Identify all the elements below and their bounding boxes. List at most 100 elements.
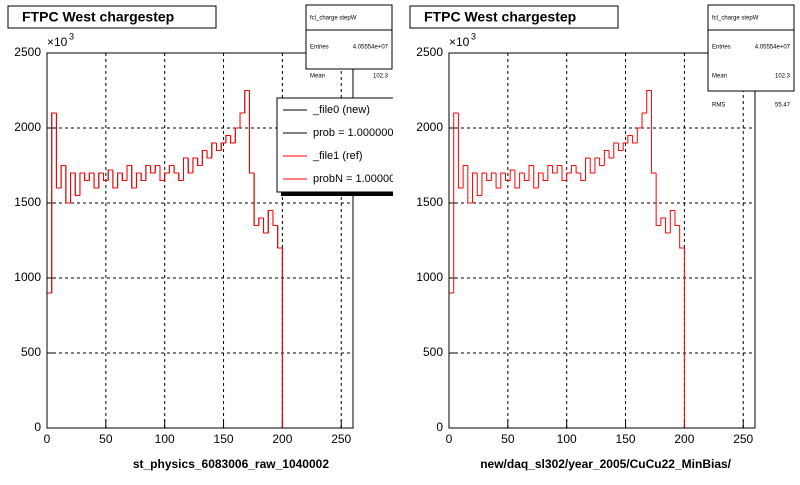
histogram-bin [632,135,638,144]
histogram-bin [131,165,137,189]
histogram-bin [164,172,170,181]
histogram-bin [197,158,203,166]
histogram-bin [594,157,600,173]
chart-title: FTPC West chargestep [424,9,576,25]
histogram-bin [556,165,562,173]
y-tick-label: 1500 [14,195,41,209]
x-tick-label: 100 [155,432,175,446]
pad: 0 500 1000 1500 2000 2500 0 50 100 150 200 250 ×10 3 s… [7,4,393,471]
histogram-bin [481,172,487,196]
histogram-bin [500,172,506,188]
histogram-bin [509,169,515,181]
histogram-bin [79,172,85,196]
y-tick-label: 1000 [14,270,41,284]
y-multiplier: ×10 [449,35,470,49]
histogram-bin [168,165,175,173]
histogram-bin [580,173,586,181]
stats-label: RMS [712,103,725,109]
plot-frame [448,52,756,429]
histogram-bin [51,112,57,293]
histogram-bin [570,165,577,173]
histogram-bin [183,157,189,181]
legend [276,97,393,193]
histogram-bin [173,165,179,174]
histogram-bin [589,158,595,174]
chart-title: FTPC West chargestep [22,9,174,25]
y-tick-label: 500 [21,345,41,359]
histogram-bin [74,173,80,196]
histogram-bin [145,165,151,181]
histogram-bin [117,172,123,188]
histogram-bin [603,150,610,166]
histogram-bin [486,173,492,181]
histogram-bin [627,135,633,143]
histogram-bin [263,218,269,234]
stats-title: fcl_charge stepW [310,16,357,22]
x-tick-label: 200 [674,432,694,446]
histogram-bin [636,127,643,143]
histogram-bin [93,173,99,189]
histogram-bin [665,218,671,234]
histogram-bin [248,90,255,174]
histogram-bin [277,225,283,249]
stats-label: Mean [310,74,325,80]
histogram-bin [561,165,567,181]
histogram-bin [234,127,241,143]
stats-value: 4.05554e+07 [755,45,791,51]
histogram-bin [674,210,680,226]
histogram-bin [187,158,193,174]
histogram-bin [669,210,675,233]
stats-box [305,4,393,70]
histogram-bin [60,165,66,188]
title-box [409,5,619,29]
y-tick-label: 0 [436,420,443,434]
x-tick-label: 250 [331,432,351,446]
histogram-bin [65,165,71,204]
y-tick-label: 1000 [416,270,443,284]
histogram-bin [55,113,62,189]
stats-value: 102.3 [373,74,389,80]
histogram-bin [537,172,544,188]
legend-entry: _file1 (ref) [312,150,363,162]
histogram-bin [150,165,156,174]
y-tick-label: 2000 [14,120,41,134]
histogram-bin [126,165,132,181]
histogram-bin [495,173,501,189]
histogram-bin [542,173,548,181]
histogram-bin [655,173,661,226]
histogram-bin [98,172,104,188]
histogram-bin [472,172,478,203]
histogram-bin [272,210,278,226]
plot-border [448,52,756,429]
histogram-bin [547,165,553,181]
histogram-bin [220,142,226,151]
x-tick-label: 250 [733,432,753,446]
histogram-bin [490,172,497,181]
histogram-bin [192,157,198,173]
stats-label: Entries [712,45,731,51]
histogram-bin [467,165,473,204]
histogram-bin [646,90,652,113]
plot-border [46,52,354,429]
title-box [7,5,217,29]
histogram-bin [660,217,666,226]
histogram-bin [585,157,591,181]
histogram-bin [519,172,525,188]
stats-value: 102.3 [775,74,791,80]
histogram-bin [258,217,264,226]
histogram-bin [201,150,208,166]
histogram-bin [178,173,184,181]
histogram-bin [211,142,217,158]
histogram-bin [84,173,90,181]
x-tick-label: 150 [616,432,636,446]
histogram-bin [244,90,250,113]
histogram-bin [239,112,245,128]
histogram-bin [523,173,530,181]
histogram-bin [267,210,273,233]
histogram-bin [552,165,558,174]
histogram-bin [533,165,539,189]
histogram-bin [107,169,113,181]
histogram-bin [622,142,628,151]
histogram-bin [112,170,118,189]
histogram-bin [453,112,459,293]
